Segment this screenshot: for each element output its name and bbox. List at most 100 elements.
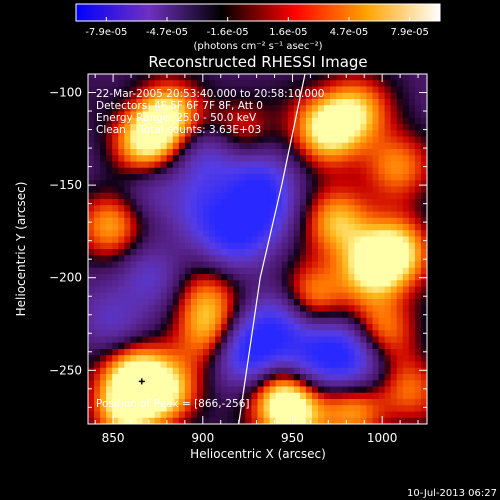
heatmap-cell — [154, 380, 162, 388]
heatmap-cell — [142, 399, 150, 406]
heatmap-cell — [172, 267, 180, 275]
heatmap-cell — [330, 117, 337, 125]
heatmap-cell — [390, 286, 398, 294]
heatmap-cell — [178, 330, 186, 338]
heatmap-cell — [239, 149, 246, 156]
heatmap-cell — [233, 292, 240, 300]
heatmap-cell — [130, 399, 138, 406]
heatmap-cell — [178, 367, 186, 375]
heatmap-cell — [293, 317, 301, 325]
heatmap-cell — [215, 180, 222, 188]
heatmap-cell — [124, 286, 131, 294]
heatmap-cell — [420, 336, 427, 344]
heatmap-cell — [203, 261, 210, 269]
heatmap-cell — [106, 267, 113, 275]
heatmap-cell — [190, 155, 198, 163]
heatmap-cell — [390, 136, 398, 144]
heatmap-cell — [366, 261, 374, 269]
heatmap-cell — [257, 149, 265, 156]
heatmap-cell — [196, 105, 204, 113]
heatmap-cell — [166, 286, 174, 294]
y-tick-label: −150 — [49, 178, 82, 192]
heatmap-cell — [384, 217, 392, 225]
heatmap-cell — [324, 324, 331, 331]
heatmap-cell — [384, 355, 392, 363]
heatmap-cell — [402, 280, 410, 288]
heatmap-cell — [311, 130, 319, 138]
heatmap-cell — [287, 224, 295, 231]
heatmap-cell — [420, 217, 427, 225]
heatmap-cell — [269, 224, 277, 231]
heatmap-cell — [408, 311, 416, 319]
heatmap-cell — [184, 255, 192, 263]
heatmap-cell — [299, 317, 307, 325]
heatmap-cell — [124, 99, 131, 106]
heatmap-cell — [251, 111, 259, 119]
heatmap-cell — [142, 286, 150, 294]
heatmap-cell — [263, 174, 271, 181]
heatmap-cell — [221, 324, 228, 331]
heatmap-cell — [330, 330, 337, 338]
heatmap-cell — [360, 111, 368, 119]
heatmap-cell — [178, 149, 186, 156]
heatmap-cell — [324, 405, 331, 413]
heatmap-cell — [94, 324, 101, 331]
heatmap-cell — [251, 142, 259, 150]
heatmap-cell — [215, 124, 222, 131]
heatmap-cell — [215, 311, 222, 319]
heatmap-cell — [408, 136, 416, 144]
heatmap-cell — [172, 317, 180, 325]
heatmap-cell — [166, 217, 174, 225]
heatmap-cell — [348, 380, 355, 388]
heatmap-cell — [372, 305, 380, 313]
heatmap-cell — [184, 292, 192, 300]
heatmap-cell — [414, 230, 422, 238]
heatmap-cell — [281, 149, 289, 156]
heatmap-cell — [281, 361, 289, 369]
heatmap-cell — [233, 336, 240, 344]
heatmap-cell — [154, 386, 162, 394]
heatmap-cell — [124, 92, 131, 100]
heatmap-cell — [166, 192, 174, 200]
heatmap-cell — [402, 311, 410, 319]
heatmap-cell — [251, 199, 259, 206]
heatmap-cell — [233, 136, 240, 144]
heatmap-cell — [154, 142, 162, 150]
heatmap-cell — [324, 374, 331, 381]
heatmap-cell — [160, 167, 168, 175]
heatmap-cell — [366, 217, 374, 225]
heatmap-cell — [166, 180, 174, 188]
heatmap-cell — [166, 374, 174, 381]
heatmap-cell — [336, 411, 343, 419]
heatmap-cell — [227, 124, 234, 131]
heatmap-cell — [275, 249, 283, 256]
heatmap-cell — [275, 411, 283, 419]
heatmap-cell — [88, 186, 95, 194]
heatmap-cell — [203, 311, 210, 319]
heatmap-cell — [378, 405, 386, 413]
heatmap-cell — [178, 130, 186, 138]
heatmap-cell — [360, 174, 368, 181]
heatmap-cell — [196, 161, 204, 169]
heatmap-cell — [100, 286, 107, 294]
heatmap-cell — [420, 399, 427, 406]
heatmap-cell — [293, 305, 301, 313]
heatmap-cell — [251, 392, 259, 400]
heatmap-cell — [408, 267, 416, 275]
heatmap-cell — [184, 405, 192, 413]
heatmap-cell — [402, 180, 410, 188]
heatmap-cell — [233, 149, 240, 156]
heatmap-cell — [348, 174, 355, 181]
heatmap-cell — [257, 86, 265, 94]
heatmap-cell — [88, 230, 95, 238]
heatmap-cell — [348, 142, 355, 150]
heatmap-cell — [203, 192, 210, 200]
heatmap-cell — [366, 367, 374, 375]
heatmap-cell — [390, 180, 398, 188]
x-tick-label: 1000 — [367, 431, 398, 445]
heatmap-cell — [233, 342, 240, 350]
heatmap-cell — [203, 142, 210, 150]
heatmap-cell — [318, 211, 325, 219]
heatmap-cell — [360, 136, 368, 144]
heatmap-cell — [281, 317, 289, 325]
